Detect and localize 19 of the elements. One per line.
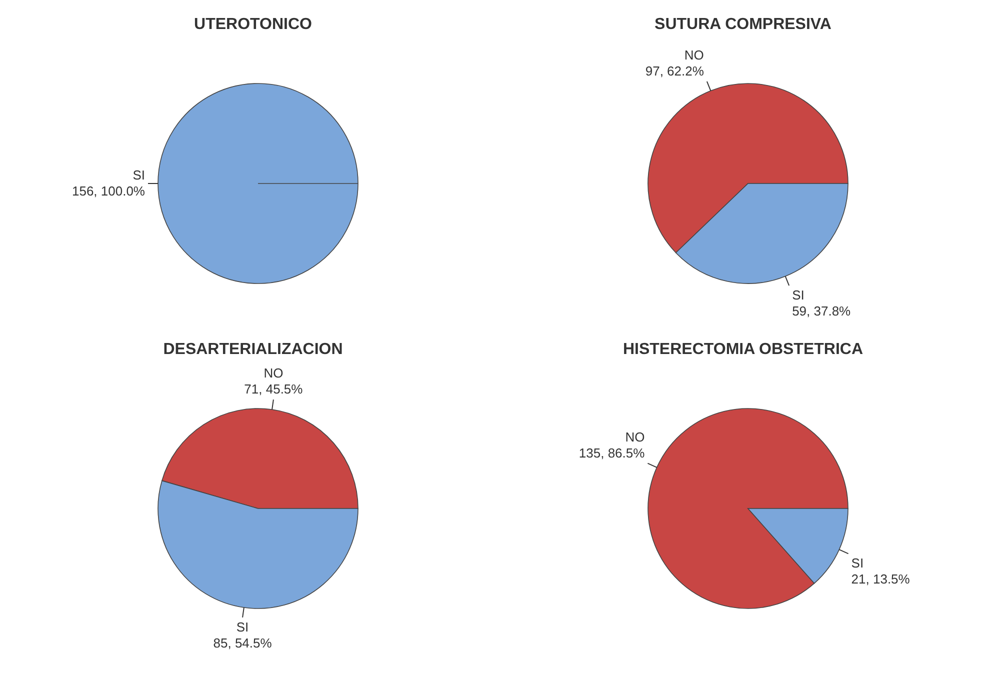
chart-title: DESARTERIALIZACION (162, 341, 344, 359)
slice-label: NO (684, 47, 704, 62)
chart-title: SUTURA COMPRESIVA (654, 16, 832, 34)
data-label: 135, 86.5% (578, 445, 646, 460)
pie-slice (648, 408, 848, 609)
data-label: 59, 37.8% (792, 304, 852, 319)
data-label: 97, 62.2% (645, 63, 704, 78)
data-label: 156, 100.0% (72, 184, 146, 198)
slice-label: NO (625, 429, 645, 444)
slice-label: SI (236, 619, 249, 634)
slice-label: SI (132, 168, 145, 182)
slice-label: SI (792, 288, 804, 303)
chart-title: UTEROTONICO (193, 16, 313, 34)
data-label: 85, 54.5% (213, 635, 272, 650)
slice-label: NO (264, 366, 284, 381)
slice-label: SI (851, 556, 864, 571)
chart-title: HISTERECTOMIA OBSTETRICA (622, 341, 864, 359)
data-label: 21, 13.5% (851, 572, 910, 587)
data-label: 71, 45.5% (244, 382, 304, 397)
